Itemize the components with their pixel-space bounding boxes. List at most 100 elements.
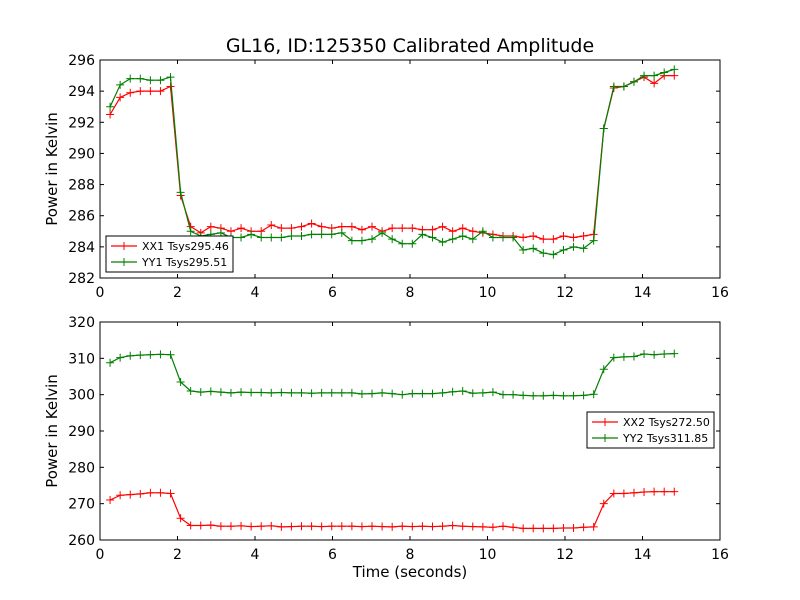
bottom-data-point [156, 488, 165, 497]
bottom-data-point [478, 522, 487, 531]
bottom-data-point [196, 388, 205, 397]
top-y-tick-label: 292 [68, 115, 95, 131]
bottom-data-point [206, 521, 215, 530]
bottom-data-point [559, 391, 568, 400]
bottom-legend-label: YY2 Tsys311.85 [622, 432, 708, 445]
bottom-data-point [126, 490, 135, 499]
bottom-data-point [519, 524, 528, 533]
top-legend-entry: YY1 Tsys295.51 [111, 256, 227, 269]
bottom-x-tick-label: 12 [556, 547, 574, 563]
top-data-point [146, 87, 155, 96]
bottom-data-point [670, 487, 679, 496]
top-data-point [388, 224, 397, 233]
bottom-data-point [347, 522, 356, 531]
bottom-y-tick-label: 270 [68, 497, 95, 513]
top-data-point [670, 65, 679, 74]
top-data-point [277, 233, 286, 242]
bottom-data-point [670, 349, 679, 358]
bottom-data-point [619, 352, 628, 361]
top-data-point [247, 230, 256, 239]
bottom-data-point [428, 522, 437, 531]
bottom-data-point [186, 521, 195, 530]
bottom-data-point [186, 387, 195, 396]
top-data-point [398, 239, 407, 248]
top-legend-label: XX1 Tsys295.46 [142, 240, 229, 253]
top-data-point [458, 231, 467, 240]
top-x-tick-label: 8 [406, 285, 415, 301]
bottom-data-point [488, 388, 497, 397]
bottom-data-point [327, 388, 336, 397]
top-data-point [126, 88, 135, 97]
bottom-data-point [368, 522, 377, 531]
bottom-data-point [116, 491, 125, 500]
bottom-data-point [660, 349, 669, 358]
top-data-point [559, 245, 568, 254]
bottom-data-point [136, 489, 145, 498]
bottom-data-point [629, 352, 638, 361]
bottom-x-tick-label: 4 [251, 547, 260, 563]
bottom-data-point [539, 391, 548, 400]
top-data-point [388, 235, 397, 244]
bottom-data-point [287, 388, 296, 397]
top-data-point [106, 110, 115, 119]
top-data-point [357, 236, 366, 245]
top-data-point [186, 227, 195, 236]
bottom-legend-label: XX2 Tsys272.50 [623, 416, 710, 429]
bottom-data-point [247, 522, 256, 531]
top-data-point [468, 235, 477, 244]
bottom-data-point [478, 388, 487, 397]
top-data-point [539, 235, 548, 244]
bottom-legend-marker [601, 434, 609, 442]
bottom-data-point [398, 522, 407, 531]
top-data-point [408, 224, 417, 233]
bottom-data-point [337, 388, 346, 397]
bottom-data-point [448, 387, 457, 396]
bottom-data-point [448, 521, 457, 530]
bottom-data-point [589, 522, 598, 531]
top-y-tick-label: 294 [68, 84, 95, 100]
bottom-x-tick-label: 16 [711, 547, 729, 563]
bottom-data-point [458, 522, 467, 531]
top-x-tick-label: 14 [634, 285, 652, 301]
bottom-y-tick-label: 310 [68, 351, 95, 367]
bottom-data-point [579, 391, 588, 400]
bottom-data-point [116, 353, 125, 362]
top-data-point [458, 224, 467, 233]
bottom-data-point [257, 388, 266, 397]
top-data-point [488, 233, 497, 242]
bottom-data-point [549, 391, 558, 400]
bottom-data-point [388, 389, 397, 398]
top-data-point [519, 233, 528, 242]
bottom-chart: 0 2 4 6 8 10 12 14 16 260 270 280 290 300 310 320 XX2 Ts… [68, 315, 729, 563]
top-data-point [428, 233, 437, 242]
top-data-point [609, 82, 618, 91]
x-axis-label: Time (seconds) [352, 563, 468, 581]
top-x-tick-label: 4 [251, 285, 260, 301]
top-data-point [640, 71, 649, 80]
bottom-data-point [206, 387, 215, 396]
top-data-point [398, 224, 407, 233]
top-legend: XX1 Tsys295.46 YY1 Tsys295.51 [105, 235, 234, 273]
top-data-point [116, 93, 125, 102]
top-data-point [347, 236, 356, 245]
bottom-legend-marker [601, 418, 609, 426]
bottom-data-point [378, 388, 387, 397]
bottom-data-point [499, 390, 507, 399]
top-x-tick-label: 10 [479, 285, 497, 301]
top-data-point [368, 235, 377, 244]
bottom-data-point [418, 522, 427, 531]
bottom-data-point [237, 388, 246, 397]
bottom-data-point [660, 487, 669, 496]
bottom-data-point [468, 522, 477, 531]
top-data-point [368, 222, 377, 231]
bottom-data-point [549, 524, 558, 533]
bottom-x-tick-label: 6 [328, 547, 337, 563]
top-data-point [408, 239, 417, 248]
bottom-data-point [166, 350, 175, 359]
bottom-y-tick-label: 320 [68, 315, 95, 331]
top-data-point [629, 77, 638, 86]
bottom-data-point [317, 522, 326, 531]
top-data-point [468, 227, 477, 236]
bottom-data-point [499, 522, 507, 531]
bottom-data-point [368, 389, 377, 398]
